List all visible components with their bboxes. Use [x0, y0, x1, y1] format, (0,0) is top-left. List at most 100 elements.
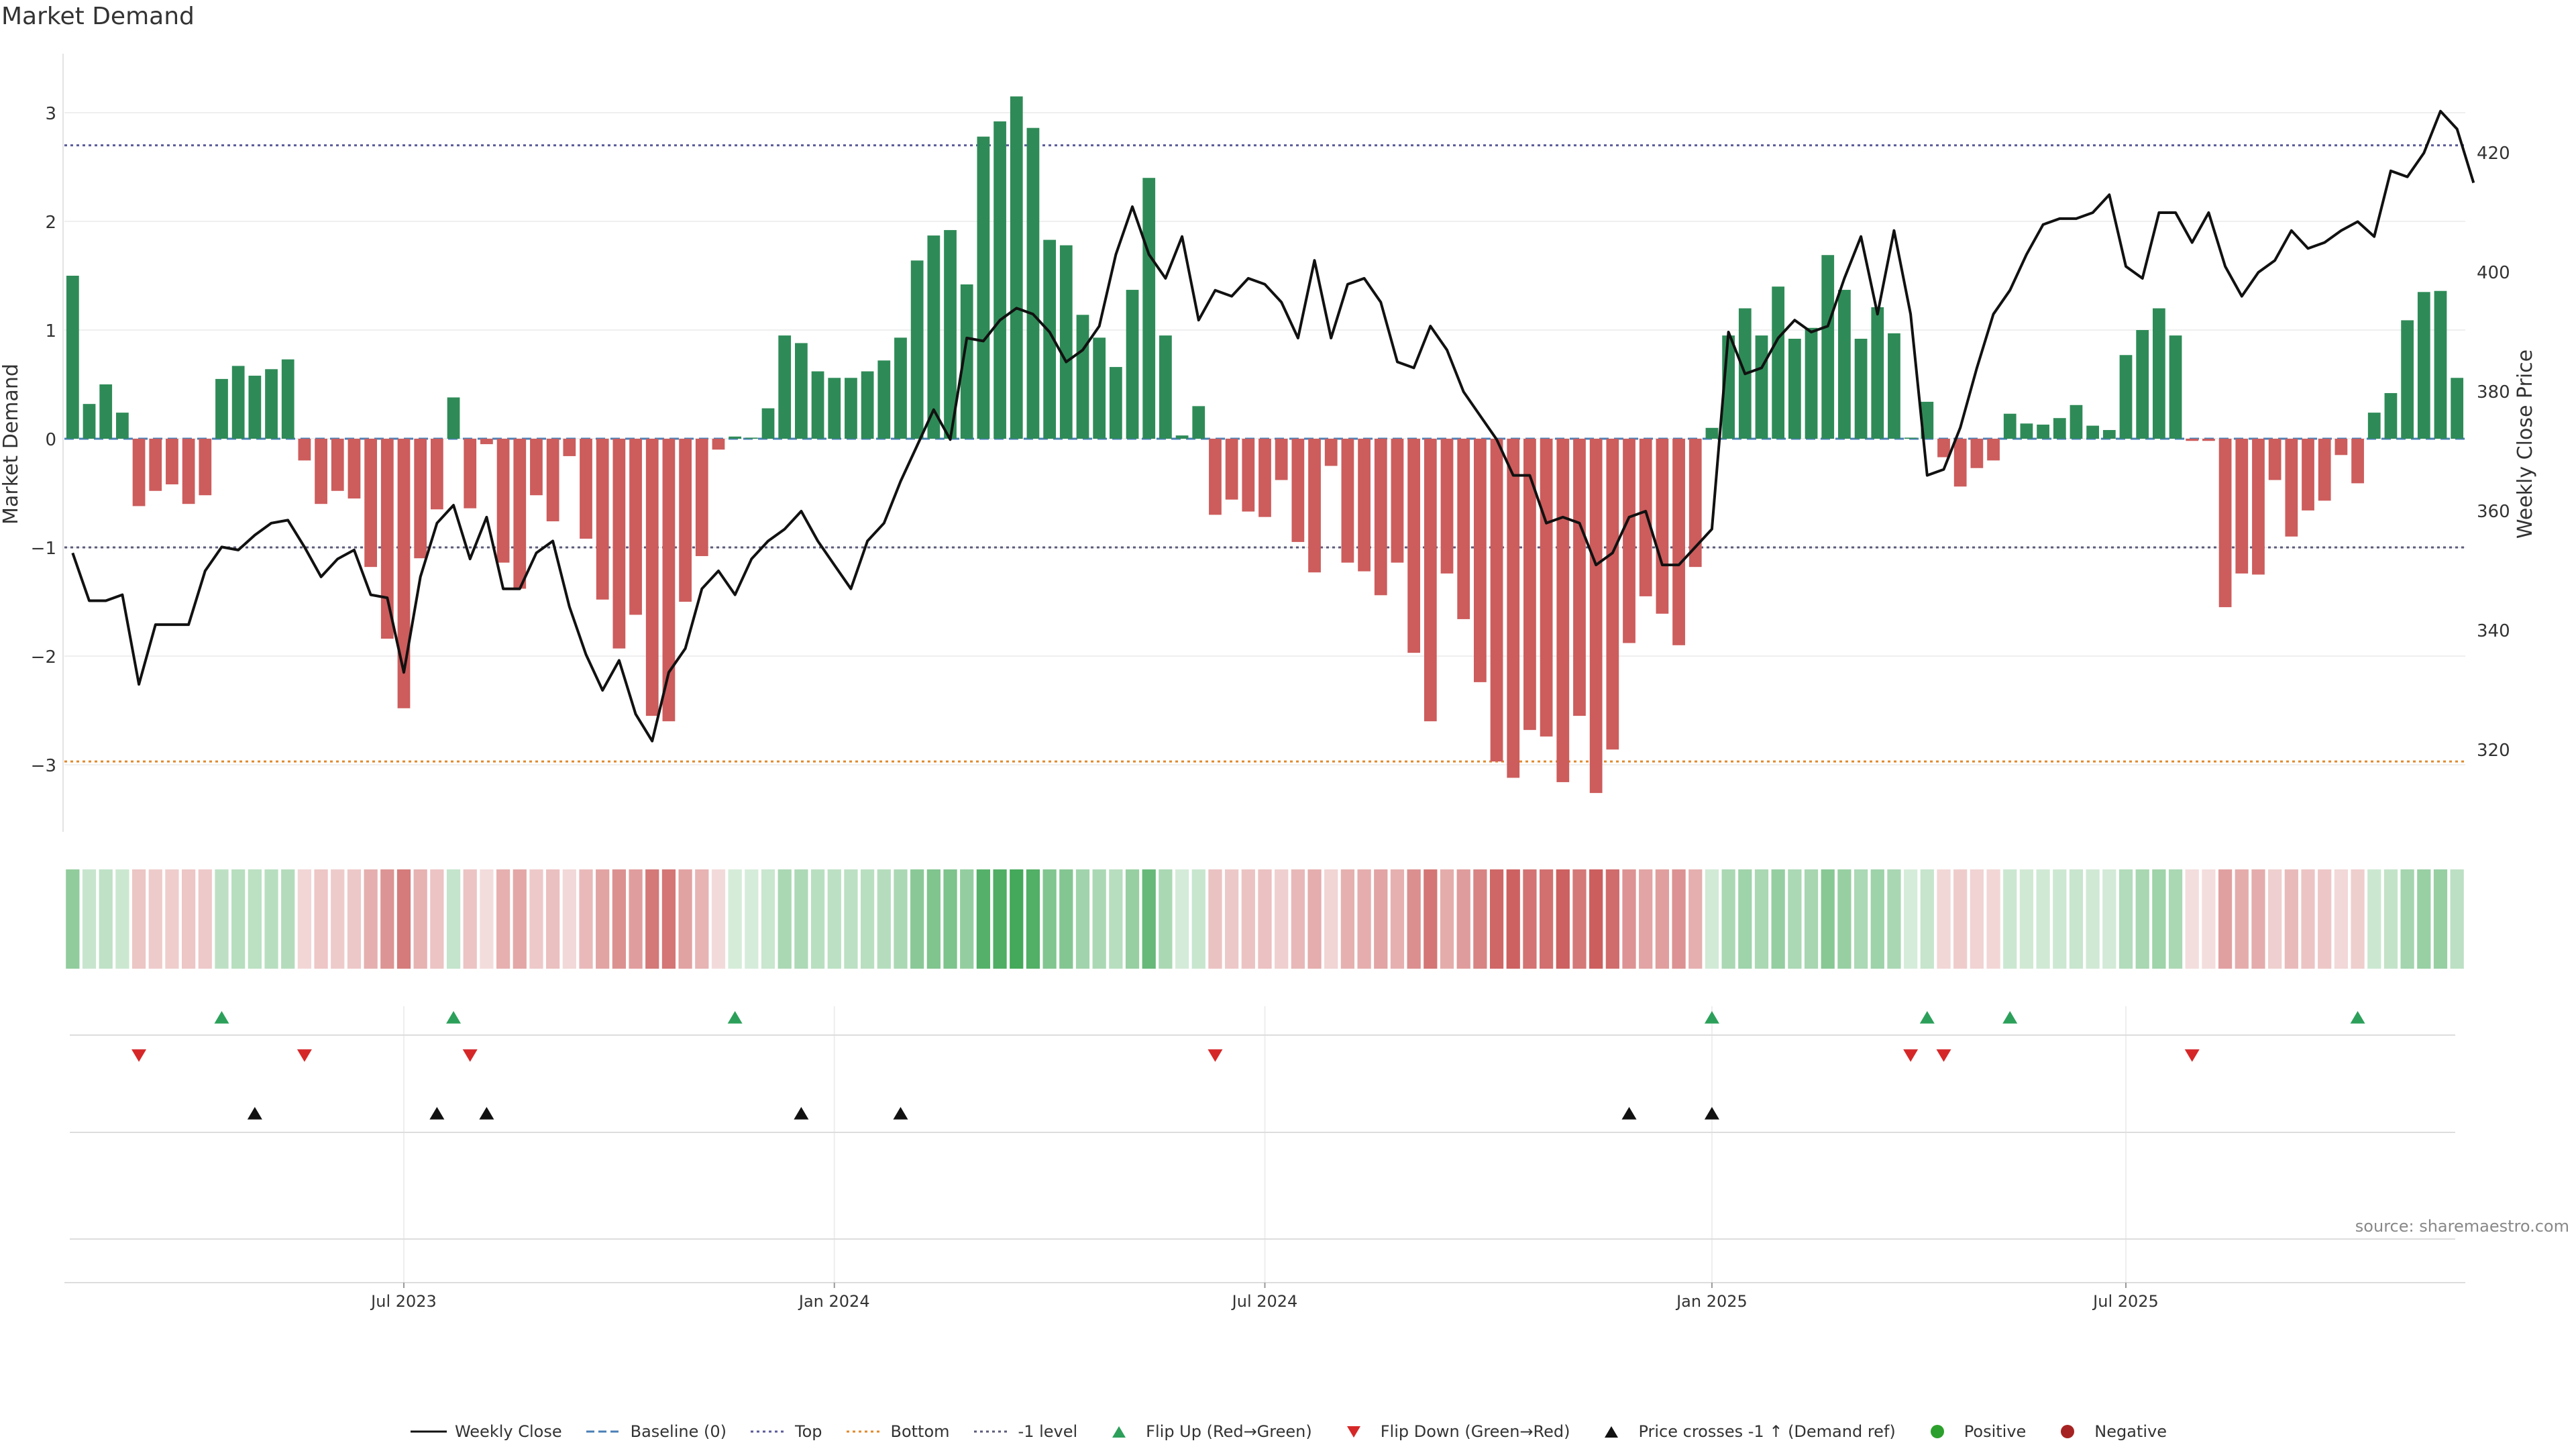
- heat-cell: [480, 869, 494, 969]
- demand-bar: [1324, 439, 1338, 466]
- demand-bar: [745, 437, 758, 439]
- left-tick-label: −3: [31, 756, 56, 776]
- legend-item-flip-down: Flip Down (Green→Red): [1335, 1422, 1570, 1441]
- demand-bar: [1970, 439, 1984, 468]
- demand-bar: [2285, 439, 2298, 537]
- flip-up-marker: [2350, 1011, 2365, 1024]
- flip-up-marker: [1919, 1011, 1935, 1024]
- heat-cell: [2268, 869, 2282, 969]
- heat-cell: [131, 869, 146, 969]
- heat-cell: [1688, 869, 1703, 969]
- demand-bar: [1291, 439, 1305, 542]
- demand-bar: [2218, 439, 2232, 608]
- demand-bar: [1937, 439, 1950, 458]
- heat-cell: [1390, 869, 1405, 969]
- flip-down-marker: [1903, 1049, 1919, 1062]
- demand-heat-strip: [66, 869, 2464, 969]
- heat-cell: [1821, 869, 1835, 969]
- x-tick-label: Jul 2023: [370, 1292, 437, 1311]
- heat-cell: [1340, 869, 1355, 969]
- heat-cell: [2086, 869, 2100, 969]
- demand-bar: [2451, 378, 2464, 439]
- demand-bar: [464, 439, 477, 508]
- demand-bar: [182, 439, 195, 504]
- demand-bar: [910, 260, 924, 439]
- right-tick-label: 320: [2477, 741, 2510, 761]
- flip-down-marker: [2184, 1049, 2200, 1062]
- demand-bar: [712, 439, 725, 450]
- demand-bar: [2186, 439, 2199, 441]
- demand-bar: [281, 359, 294, 439]
- heat-cell: [711, 869, 726, 969]
- heat-cell: [99, 869, 113, 969]
- demand-bar: [1407, 439, 1421, 653]
- demand-bar: [530, 439, 543, 496]
- heat-cell: [1357, 869, 1371, 969]
- price-cross-marker: [893, 1107, 908, 1120]
- heat-cell: [231, 869, 246, 969]
- heat-cell: [596, 869, 610, 969]
- x-tick-label: Jul 2025: [2092, 1292, 2159, 1311]
- demand-bar: [1308, 439, 1321, 573]
- demand-bar: [231, 366, 245, 439]
- demand-bar: [1142, 178, 1156, 439]
- heat-cell: [1870, 869, 1884, 969]
- demand-bar: [1921, 401, 1934, 439]
- heat-cell: [380, 869, 394, 969]
- heat-cell: [82, 869, 97, 969]
- demand-bar: [612, 439, 626, 649]
- demand-bar: [778, 335, 792, 439]
- heat-cell: [1042, 869, 1057, 969]
- heat-cell: [1374, 869, 1388, 969]
- heat-cell: [993, 869, 1007, 969]
- demand-bar: [1175, 435, 1189, 439]
- heat-cell: [1572, 869, 1587, 969]
- heat-cell: [182, 869, 196, 969]
- demand-bar: [845, 378, 857, 439]
- demand-bar: [513, 439, 527, 589]
- heat-cell: [976, 869, 991, 969]
- flip-up-marker: [1704, 1011, 1719, 1024]
- demand-bar: [2152, 308, 2165, 439]
- heat-cell: [2036, 869, 2050, 969]
- legend-item-cross: Price crosses -1 ↑ (Demand ref): [1593, 1422, 1896, 1441]
- demand-bar: [1540, 439, 1553, 737]
- demand-bar: [496, 439, 510, 563]
- demand-bar: [298, 439, 311, 461]
- heat-cell: [1142, 869, 1156, 969]
- heat-cell: [2152, 869, 2166, 969]
- heat-cell: [1539, 869, 1554, 969]
- demand-bar: [1606, 439, 1619, 750]
- flip-down-marker: [1208, 1049, 1223, 1062]
- demand-bar: [199, 439, 212, 496]
- demand-bar: [248, 376, 262, 439]
- heat-cell: [1125, 869, 1140, 969]
- demand-bar: [1838, 290, 1851, 439]
- demand-bar: [894, 337, 907, 439]
- heat-cell: [1059, 869, 1073, 969]
- demand-bar: [364, 439, 378, 568]
- heat-cell: [745, 869, 759, 969]
- heat-cell: [612, 869, 626, 969]
- demand-bar: [116, 413, 129, 439]
- demand-bars: [66, 96, 2464, 794]
- heat-cell: [1506, 869, 1520, 969]
- heat-cell: [1191, 869, 1205, 969]
- heat-cell: [430, 869, 444, 969]
- heat-cell: [215, 869, 229, 969]
- demand-bar: [149, 439, 162, 491]
- demand-bar: [1656, 439, 1669, 614]
- demand-bar: [2334, 439, 2348, 455]
- demand-bar: [2003, 413, 2017, 439]
- heat-cell: [2235, 869, 2249, 969]
- demand-bar: [695, 439, 708, 556]
- axes: 3 2 1 0 −1 −2 −3 Market Demand 420 400 380 360 340 32…: [0, 54, 2537, 1311]
- heat-cell: [2218, 869, 2233, 969]
- demand-bar: [1672, 439, 1685, 645]
- flip-up-marker: [446, 1011, 462, 1024]
- x-tick-label: Jan 2025: [1675, 1292, 1748, 1311]
- demand-bar: [1209, 439, 1222, 515]
- heat-cell: [2069, 869, 2084, 969]
- demand-bar: [1026, 127, 1040, 439]
